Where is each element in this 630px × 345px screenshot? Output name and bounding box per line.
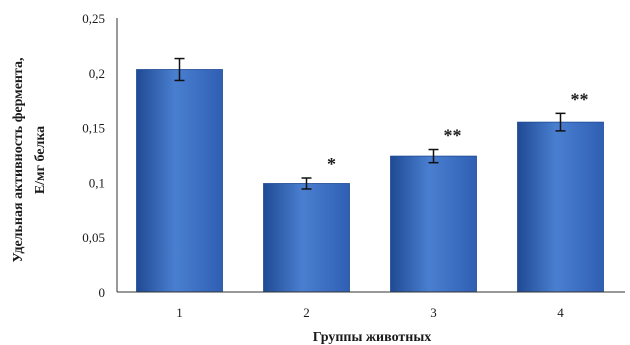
y-tick-label: 0,2 [89, 66, 105, 81]
significance-marker-4: ** [571, 89, 589, 109]
error-bar-3 [428, 148, 439, 164]
x-axis-ticks: 1 2 3 4 [176, 305, 564, 320]
error-bar-4 [555, 112, 566, 132]
x-tick-label: 3 [430, 305, 437, 320]
significance-marker-2: * [327, 154, 336, 174]
bars: ***** [136, 57, 604, 293]
y-axis-ticks: 0 0,05 0,1 0,15 0,2 0,25 [82, 11, 105, 300]
x-tick-label: 1 [176, 305, 183, 320]
y-tick-label: 0,05 [82, 230, 105, 245]
x-tick-label: 4 [557, 305, 564, 320]
error-bar-1 [174, 57, 185, 82]
bar-group-1 [136, 69, 223, 293]
x-tick-label: 2 [303, 305, 310, 320]
y-axis-title-line2: Е/мг белка [33, 126, 48, 194]
y-tick-label: 0,15 [82, 121, 105, 136]
error-bar-2 [301, 177, 312, 190]
bar-group-3 [390, 155, 477, 293]
y-tick-label: 0,25 [82, 11, 105, 26]
y-axis-title-line1: Удельная активность фермента, [11, 57, 26, 262]
y-tick-label: 0 [99, 285, 106, 300]
bar-group-4 [517, 121, 604, 293]
bar-group-2 [263, 183, 350, 293]
y-axis-title: Удельная активность фермента, Е/мг белка [11, 57, 48, 262]
significance-marker-3: ** [444, 126, 462, 146]
y-tick-label: 0,1 [89, 175, 105, 190]
x-axis-title: Группы животных [313, 330, 432, 345]
